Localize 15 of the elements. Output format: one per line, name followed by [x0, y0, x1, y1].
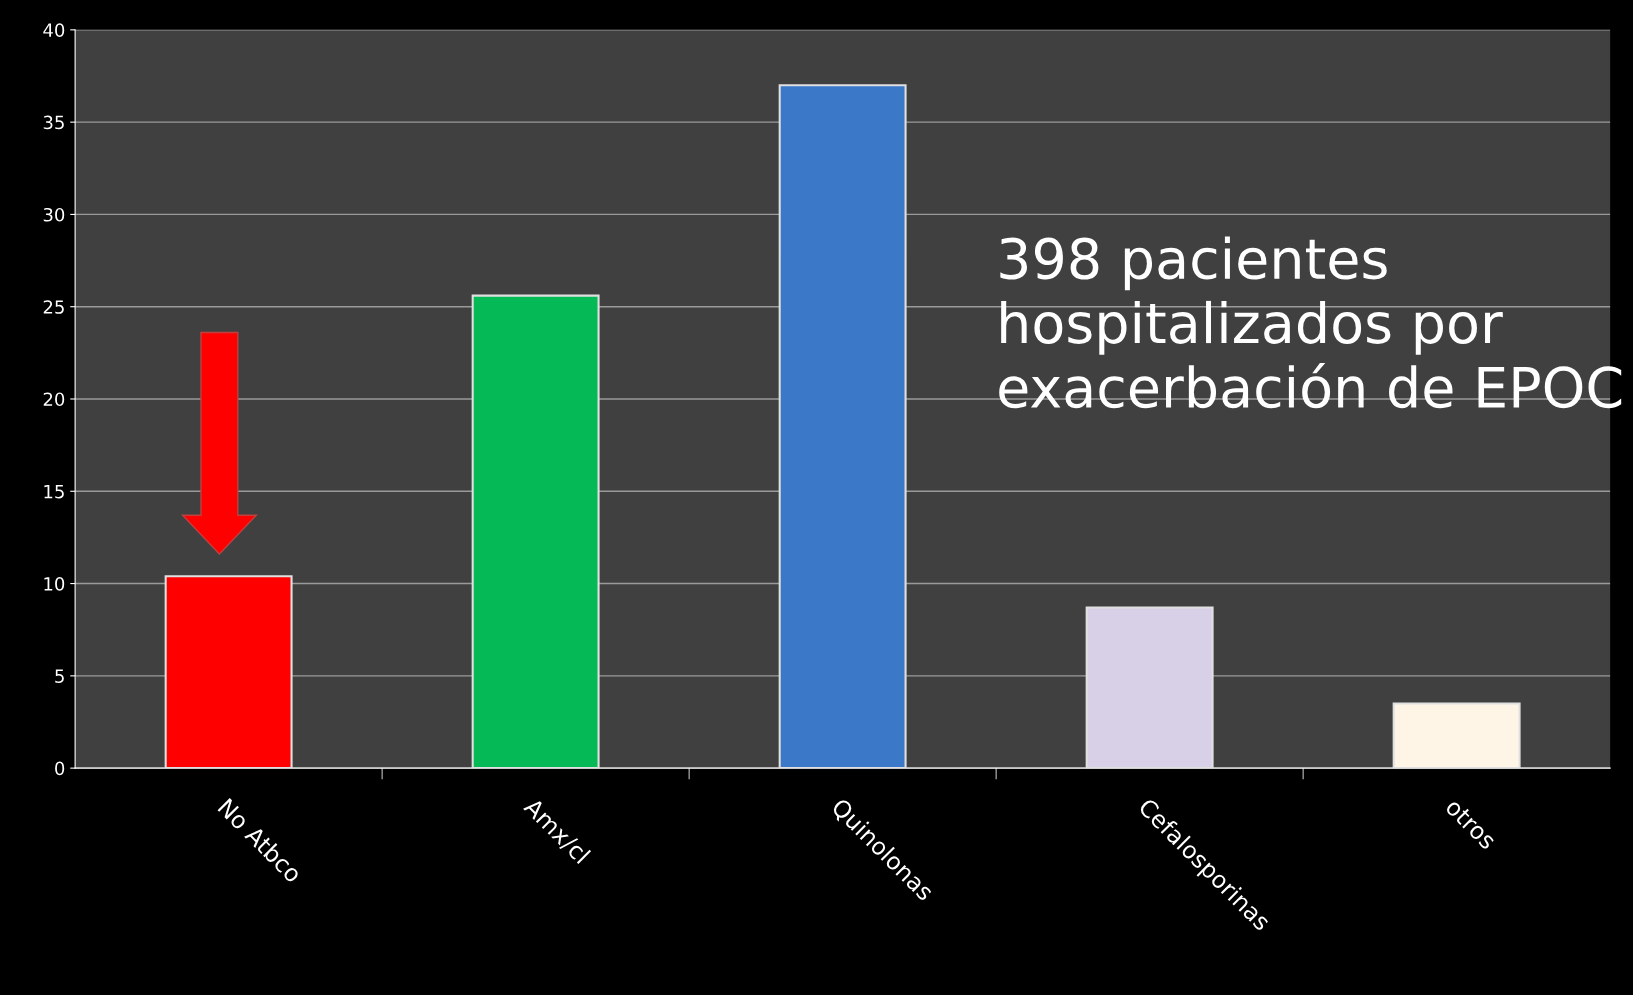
- bar: [471, 294, 600, 769]
- y-tick-label: 30: [43, 207, 65, 222]
- bar: [1392, 702, 1521, 769]
- bar: [778, 84, 907, 769]
- y-tick-label: 20: [43, 392, 65, 407]
- bar: [164, 575, 293, 769]
- y-tick-label: 25: [43, 300, 64, 314]
- bar: [1085, 606, 1214, 769]
- y-tick-label: 40: [43, 23, 65, 37]
- annotation: 398 pacientes hospitalizados por exacerbación de EPOC: [999, 236, 1622, 409]
- y-tick-label: 15: [44, 484, 64, 499]
- y-tick-label: 0: [55, 761, 65, 776]
- y-tick-label: 10: [44, 577, 65, 591]
- y-tick-label: 35: [43, 115, 64, 130]
- y-tick-label: 5: [55, 669, 64, 683]
